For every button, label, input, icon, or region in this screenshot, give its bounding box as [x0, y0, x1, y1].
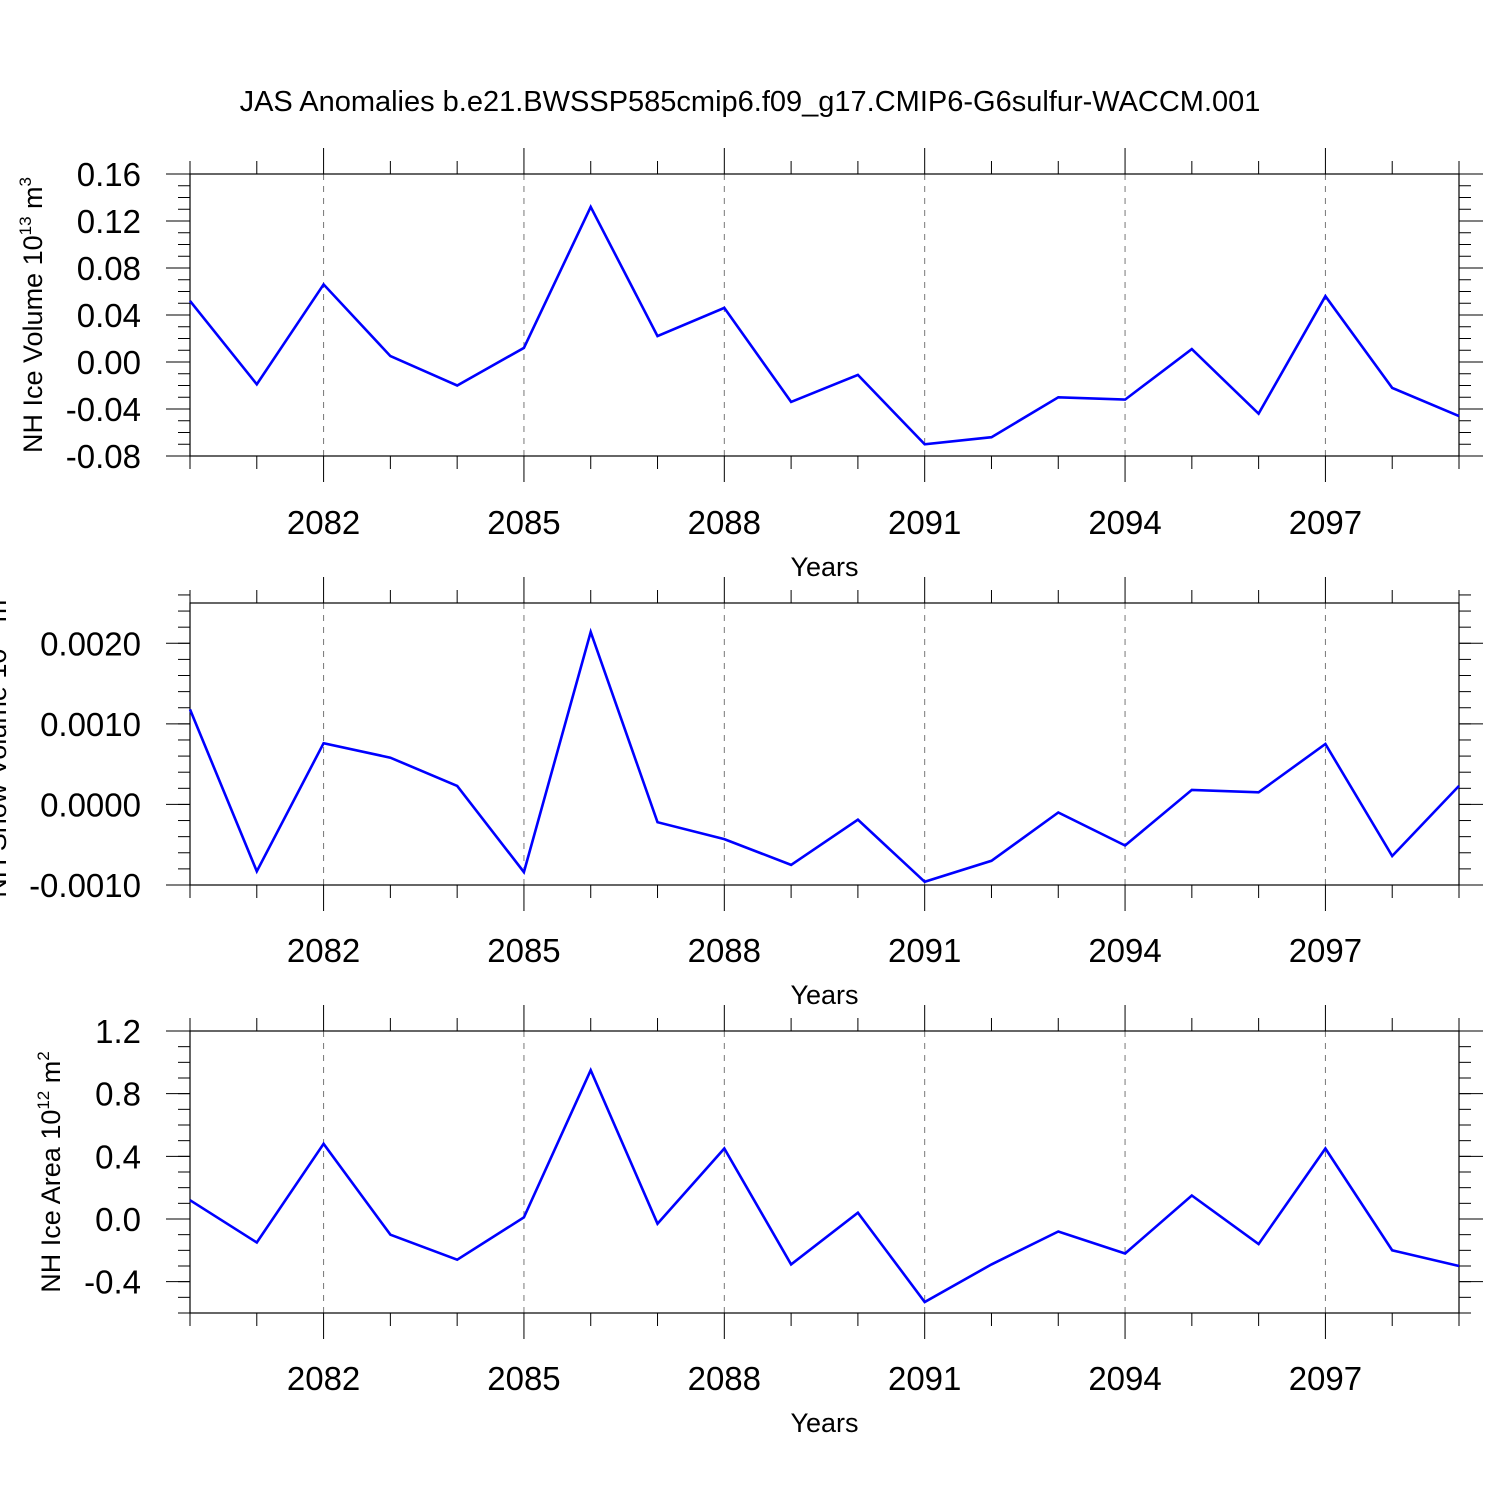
- x-tick-label: 2097: [1289, 504, 1362, 541]
- y-tick-label: 0.0010: [40, 706, 141, 743]
- x-tick-label: 2088: [688, 932, 761, 969]
- y-axis-title-part: 12: [34, 1091, 53, 1110]
- x-tick-label: 2085: [487, 932, 560, 969]
- y-tick-label: 0.0: [95, 1201, 141, 1238]
- y-tick-label: 0.08: [77, 250, 141, 287]
- panel-2: -0.0010 0.0000 0.0010 0.0020 2082 2085 2088 209…: [0, 577, 1483, 1010]
- x-axis-title: Years: [790, 552, 858, 582]
- y-axis-title: NH Snow Volume 1013 m3: [0, 590, 12, 898]
- y-axis-title-part: 2: [34, 1051, 53, 1060]
- y-tick-label: 0.16: [77, 156, 141, 193]
- y-tick-label: -0.4: [84, 1264, 141, 1301]
- x-tick-label: 2091: [888, 504, 961, 541]
- x-tick-label: 2094: [1088, 932, 1161, 969]
- panel-3: -0.4 0.0 0.4 0.8 1.2 2082 2085 2088 2091 2094 2097…: [34, 1005, 1483, 1438]
- x-tick-label: 2094: [1088, 1360, 1161, 1397]
- y-axis-title-part: m: [0, 600, 12, 630]
- x-axis-title: Years: [790, 1408, 858, 1438]
- x-tick-label: 2097: [1289, 1360, 1362, 1397]
- y-tick-label: 0.12: [77, 203, 141, 240]
- plot-frame: [189, 602, 1460, 886]
- y-tick-label: -0.0010: [29, 867, 141, 904]
- figure-title: JAS Anomalies b.e21.BWSSP585cmip6.f09_g1…: [240, 86, 1261, 118]
- x-tick-label: 2097: [1289, 932, 1362, 969]
- y-tick-label: 0.0020: [40, 625, 141, 662]
- x-tick-label: 2082: [287, 932, 360, 969]
- x-tick-label: 2082: [287, 504, 360, 541]
- x-tick-label: 2088: [688, 504, 761, 541]
- y-axis-title-part: 13: [16, 216, 35, 235]
- y-axis-title: NH Ice Volume 1013 m3: [16, 177, 48, 453]
- x-tick-label: 2085: [487, 1360, 560, 1397]
- y-axis-title-part: NH Ice Volume 10: [18, 235, 48, 453]
- y-tick-label: 0.0000: [40, 786, 141, 823]
- x-tick-label: 2094: [1088, 504, 1161, 541]
- y-tick-label: 0.4: [95, 1138, 141, 1175]
- x-tick-label: 2085: [487, 504, 560, 541]
- series-line: [188, 203, 1460, 446]
- x-axis-title: Years: [790, 980, 858, 1010]
- y-axis-title-part: 3: [16, 177, 35, 186]
- series-line: [188, 627, 1460, 884]
- y-axis-title: NH Ice Area 1012 m2: [34, 1051, 66, 1292]
- y-tick-label: -0.04: [66, 391, 141, 428]
- panel-1: -0.08 -0.04 0.00 0.04 0.08 0.12 0.16 2082 2085 20…: [16, 148, 1483, 582]
- x-tick-label: 2088: [688, 1360, 761, 1397]
- x-tick-label: 2091: [888, 932, 961, 969]
- y-axis-title-part: m: [36, 1061, 66, 1091]
- series-line: [189, 1066, 1460, 1304]
- y-tick-label: 0.04: [77, 297, 141, 334]
- y-tick-label: 0.00: [77, 344, 141, 381]
- y-axis-title-part: m: [18, 186, 48, 216]
- y-axis-title-part: NH Ice Area 10: [36, 1110, 66, 1293]
- x-tick-label: 2091: [888, 1360, 961, 1397]
- x-tick-label: 2082: [287, 1360, 360, 1397]
- y-tick-label: 0.8: [95, 1076, 141, 1113]
- y-tick-label: 1.2: [95, 1013, 141, 1050]
- y-tick-label: -0.08: [66, 438, 141, 475]
- y-axis-title-part: NH Snow Volume 10: [0, 649, 12, 898]
